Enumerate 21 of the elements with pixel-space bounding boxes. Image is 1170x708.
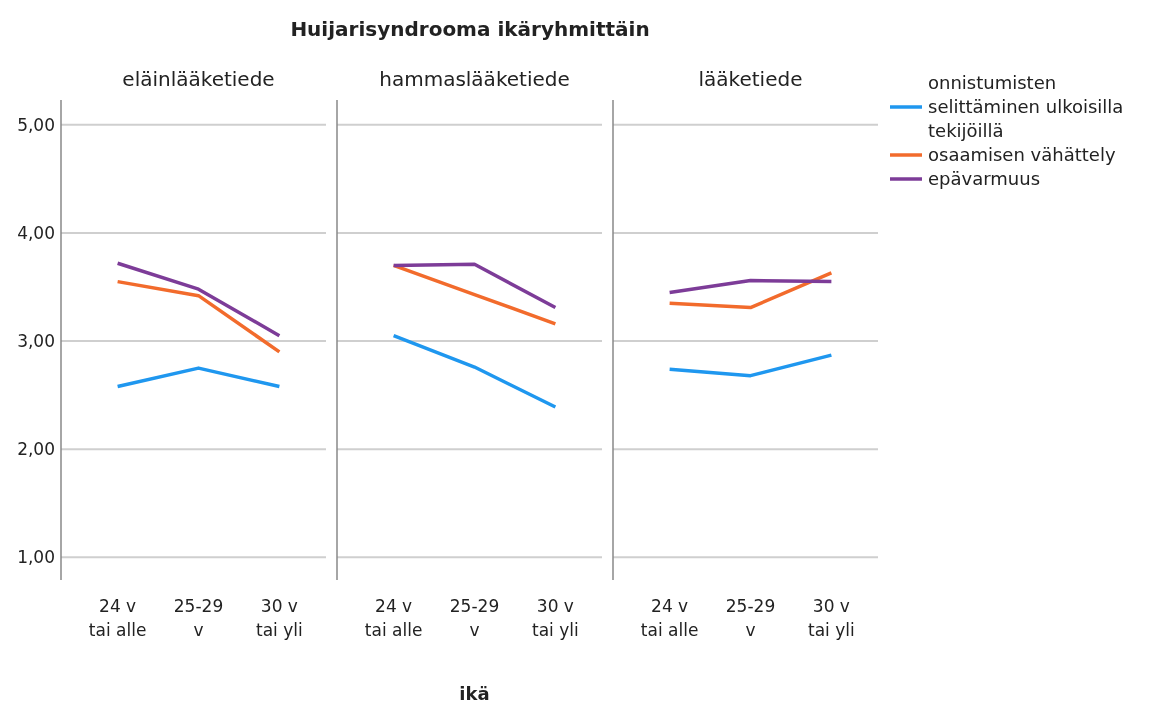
- text: Huijarisyndrooma ikäryhmittäin: [290, 17, 650, 41]
- legend-label: osaamisen vähättely: [928, 144, 1116, 165]
- chart-title: hammaslääketiede: [379, 67, 570, 91]
- x-tick-label: 30 v tai yli: [808, 596, 855, 640]
- x-tick-label: 24 v tai alle: [640, 596, 699, 640]
- y-tick-label: 4,00: [17, 222, 55, 243]
- x-tick-label: 30 v tai yli: [532, 596, 579, 640]
- x-axis-title: ikä: [459, 683, 490, 704]
- y-tick-label: 2,00: [17, 439, 55, 460]
- x-tick-label: 25-29 v: [449, 596, 500, 640]
- x-tick-label: 30 v tai yli: [256, 596, 303, 640]
- chart-title: eläinlääketiede: [122, 67, 275, 91]
- x-tick-label: 24 v tai alle: [364, 596, 423, 640]
- x-tick-label: 25-29 v: [725, 596, 776, 640]
- x-tick-label: 25-29 v: [173, 596, 224, 640]
- y-tick-label: 1,00: [17, 547, 55, 568]
- y-tick-label: 3,00: [17, 331, 55, 352]
- y-tick-label: 5,00: [17, 114, 55, 135]
- x-tick-label: 24 v tai alle: [88, 596, 147, 640]
- legend-label: epävarmuus: [928, 168, 1041, 189]
- chart-title: lääketiede: [698, 67, 803, 91]
